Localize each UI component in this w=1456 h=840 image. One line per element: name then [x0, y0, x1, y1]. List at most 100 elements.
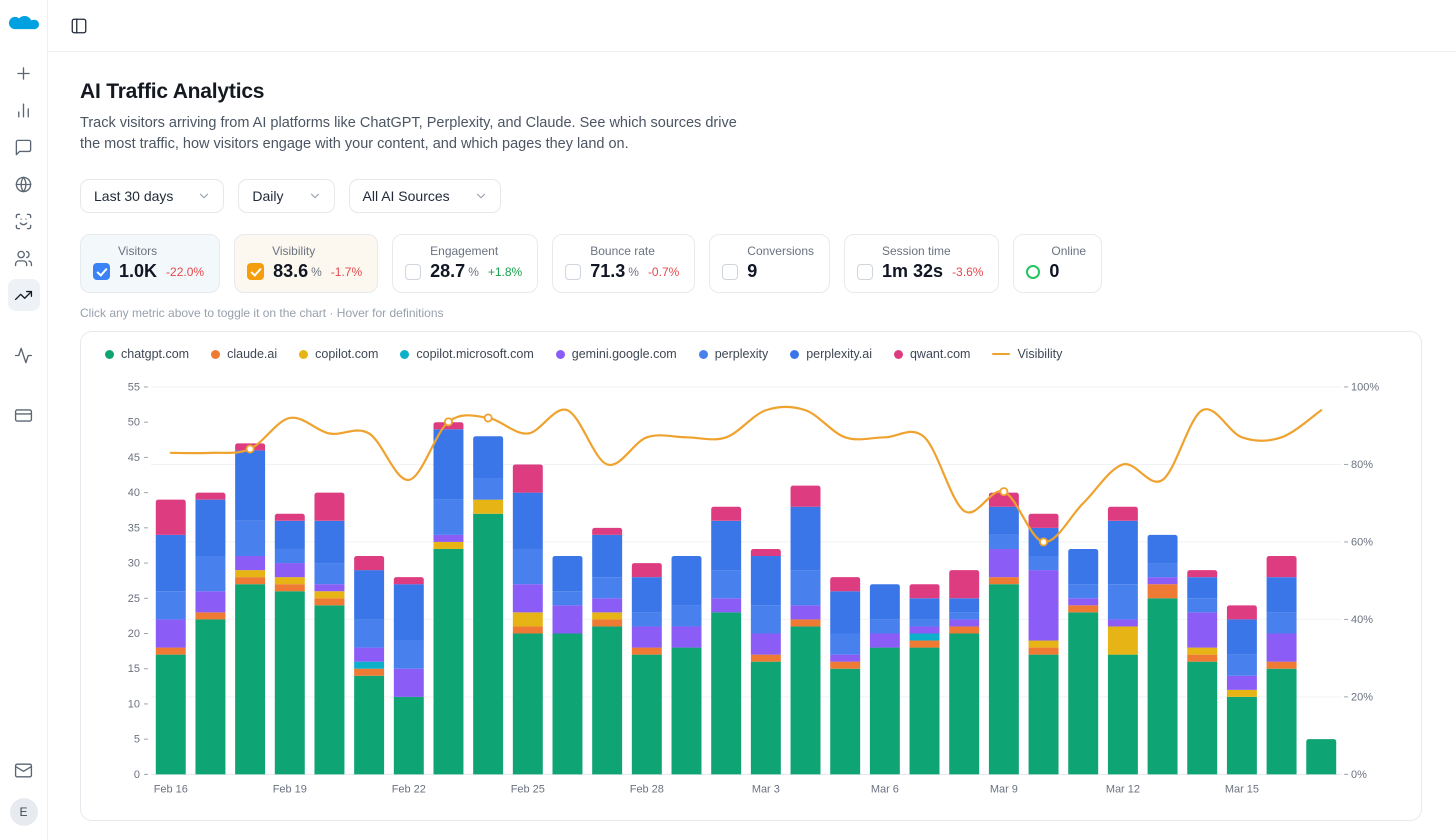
- bar-segment[interactable]: [1107, 584, 1138, 620]
- bar-segment[interactable]: [1028, 654, 1059, 775]
- bar-segment[interactable]: [869, 584, 900, 620]
- bar-segment[interactable]: [195, 556, 226, 592]
- sidebar-item-analytics[interactable]: [8, 94, 40, 126]
- bar-segment[interactable]: [988, 535, 1019, 550]
- bar-segment[interactable]: [592, 612, 623, 620]
- bar-segment[interactable]: [869, 619, 900, 634]
- sidebar-item-billing[interactable]: [8, 399, 40, 431]
- legend-item-qwant.com[interactable]: qwant.com: [893, 347, 970, 361]
- bar-segment[interactable]: [790, 619, 821, 627]
- bar-segment[interactable]: [830, 591, 861, 634]
- bar-segment[interactable]: [949, 619, 980, 627]
- bar-segment[interactable]: [631, 612, 662, 627]
- bar-segment[interactable]: [671, 626, 702, 648]
- legend-item-perplexity.ai[interactable]: perplexity.ai: [790, 347, 872, 361]
- bar-segment[interactable]: [235, 584, 266, 775]
- bar-segment[interactable]: [909, 584, 940, 599]
- sidebar-item-messages[interactable]: [8, 131, 40, 163]
- bar-segment[interactable]: [512, 612, 543, 627]
- sidebar-item-identity[interactable]: [8, 205, 40, 237]
- bar-segment[interactable]: [592, 626, 623, 775]
- visibility-line[interactable]: [169, 405, 1323, 544]
- bar-segment[interactable]: [1028, 647, 1059, 655]
- bar-segment[interactable]: [235, 520, 266, 557]
- bar-segment[interactable]: [1306, 739, 1337, 775]
- metric-card-conversions[interactable]: Conversions 9: [709, 234, 830, 294]
- bar-segment[interactable]: [1187, 654, 1218, 662]
- bar-segment[interactable]: [393, 584, 424, 641]
- bar-segment[interactable]: [314, 492, 345, 521]
- bar-segment[interactable]: [354, 647, 385, 662]
- bar-segment[interactable]: [1187, 661, 1218, 775]
- bar-segment[interactable]: [988, 549, 1019, 578]
- bar-segment[interactable]: [750, 605, 781, 634]
- bar-segment[interactable]: [354, 619, 385, 648]
- bar-segment[interactable]: [750, 654, 781, 662]
- sidebar-item-audience[interactable]: [8, 242, 40, 274]
- bar-segment[interactable]: [433, 549, 464, 775]
- bar-segment[interactable]: [314, 605, 345, 775]
- bar-segment[interactable]: [949, 598, 980, 613]
- metric-checkbox[interactable]: [247, 263, 265, 281]
- bar-segment[interactable]: [592, 528, 623, 536]
- bar-segment[interactable]: [830, 633, 861, 655]
- bar-segment[interactable]: [274, 577, 305, 585]
- bar-segment[interactable]: [473, 499, 504, 514]
- bar-segment[interactable]: [750, 549, 781, 557]
- bar-segment[interactable]: [512, 584, 543, 613]
- bar-segment[interactable]: [274, 591, 305, 775]
- bar-segment[interactable]: [909, 619, 940, 627]
- metric-checkbox[interactable]: [565, 263, 582, 280]
- bar-segment[interactable]: [988, 506, 1019, 536]
- bar-segment[interactable]: [631, 577, 662, 613]
- bar-segment[interactable]: [631, 626, 662, 648]
- bar-segment[interactable]: [750, 556, 781, 606]
- bar-segment[interactable]: [909, 647, 940, 775]
- bar-segment[interactable]: [1147, 535, 1178, 564]
- bar-segment[interactable]: [1107, 506, 1138, 521]
- bar-segment[interactable]: [512, 626, 543, 634]
- sidebar-toggle-button[interactable]: [64, 11, 94, 41]
- bar-segment[interactable]: [552, 591, 583, 606]
- bar-segment[interactable]: [1266, 668, 1297, 775]
- bar-segment[interactable]: [1068, 598, 1099, 606]
- bar-segment[interactable]: [631, 647, 662, 655]
- bar-segment[interactable]: [592, 577, 623, 599]
- source-select[interactable]: All AI Sources: [348, 179, 501, 214]
- metric-card-online[interactable]: Online 0: [1013, 234, 1103, 294]
- bar-segment[interactable]: [949, 612, 980, 620]
- bar-segment[interactable]: [473, 513, 504, 775]
- bar-segment[interactable]: [1226, 697, 1257, 775]
- bar-segment[interactable]: [512, 633, 543, 775]
- bar-segment[interactable]: [830, 654, 861, 662]
- bar-segment[interactable]: [592, 535, 623, 578]
- bar-segment[interactable]: [155, 647, 186, 655]
- bar-segment[interactable]: [1107, 626, 1138, 655]
- bar-segment[interactable]: [1187, 577, 1218, 599]
- bar-segment[interactable]: [909, 626, 940, 634]
- bar-segment[interactable]: [750, 661, 781, 775]
- bar-segment[interactable]: [433, 429, 464, 500]
- bar-segment[interactable]: [711, 598, 742, 613]
- sidebar-item-inbox[interactable]: [8, 754, 40, 786]
- bar-segment[interactable]: [592, 619, 623, 627]
- bar-segment[interactable]: [671, 605, 702, 627]
- bar-segment[interactable]: [354, 570, 385, 620]
- bar-segment[interactable]: [393, 640, 424, 669]
- bar-segment[interactable]: [790, 506, 821, 571]
- bar-segment[interactable]: [909, 640, 940, 648]
- bar-segment[interactable]: [711, 570, 742, 599]
- bar-segment[interactable]: [1068, 612, 1099, 775]
- date-range-select[interactable]: Last 30 days: [80, 179, 225, 214]
- bar-segment[interactable]: [314, 520, 345, 564]
- metric-card-visitors[interactable]: Visitors 1.0K -22.0%: [80, 234, 221, 294]
- bar-segment[interactable]: [909, 633, 940, 641]
- bar-segment[interactable]: [790, 570, 821, 606]
- bar-segment[interactable]: [1187, 647, 1218, 655]
- bar-segment[interactable]: [552, 605, 583, 634]
- bar-segment[interactable]: [1028, 640, 1059, 648]
- bar-segment[interactable]: [1107, 520, 1138, 585]
- visibility-line-dot[interactable]: [443, 417, 453, 427]
- bar-segment[interactable]: [1187, 598, 1218, 613]
- bar-segment[interactable]: [869, 647, 900, 775]
